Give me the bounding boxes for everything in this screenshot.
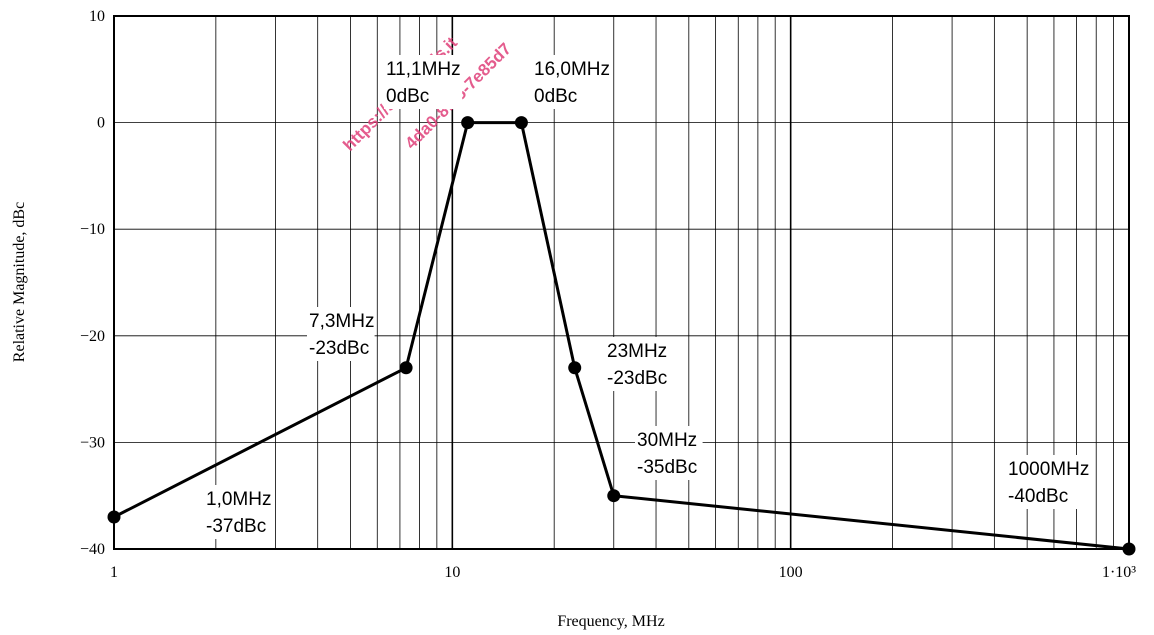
annotation-background: [384, 55, 463, 109]
annotation-label: -23dBc: [309, 338, 369, 359]
data-point: [399, 361, 413, 375]
annotation-label: 11,1MHz: [386, 59, 461, 80]
annotation-background: [1006, 455, 1085, 509]
annotation-label: 1000MHz: [1008, 459, 1089, 480]
y-tick-label: −40: [80, 541, 105, 558]
annotation-label: 7,3MHz: [309, 311, 374, 332]
annotation-background: [605, 337, 673, 391]
annotations: 1,0MHz -37dBc 7,3MHz -23dBc 11,1MHz 0dBc 16,0M…: [204, 55, 1089, 539]
y-tick-label: −30: [80, 434, 105, 451]
annotation-label: -23dBc: [607, 368, 667, 389]
annotation-label: -40dBc: [1008, 486, 1068, 507]
annotation-label: 0dBc: [534, 86, 577, 107]
annotation-label: 0dBc: [386, 86, 429, 107]
x-tick-label: 10: [444, 564, 460, 581]
y-tick-label: −10: [80, 221, 105, 238]
y-axis-title: Relative Magnitude, dBc: [11, 202, 28, 362]
annotation-label: 16,0MHz: [534, 59, 610, 80]
annotation-background: [635, 426, 703, 480]
x-tick-label: 1·10³: [1102, 564, 1136, 581]
annotation-label: 1,0MHz: [206, 489, 271, 510]
data-point: [107, 510, 121, 524]
data-point: [607, 489, 621, 503]
y-tick-label: −20: [80, 328, 105, 345]
y-tick-label: 0: [97, 115, 105, 132]
data-point: [514, 116, 528, 130]
y-tick-label: 10: [89, 8, 105, 25]
x-axis-title: Frequency, MHz: [557, 613, 664, 630]
markers: [107, 116, 1136, 556]
data-point: [1122, 542, 1136, 556]
annotation-background: [532, 55, 611, 109]
annotation-label: -37dBc: [206, 516, 266, 537]
plot-frame: [113, 15, 1130, 550]
annotation-label: -35dBc: [637, 457, 697, 478]
x-tick-label: 100: [779, 564, 803, 581]
data-point: [461, 116, 475, 130]
x-tick-label: 1: [110, 564, 118, 581]
annotation-label: 30MHz: [637, 430, 697, 451]
annotation-label: 23MHz: [607, 341, 667, 362]
annotation-background: [204, 485, 272, 539]
grid: [114, 16, 1129, 549]
annotation-background: [307, 307, 375, 361]
data-point: [568, 361, 582, 375]
